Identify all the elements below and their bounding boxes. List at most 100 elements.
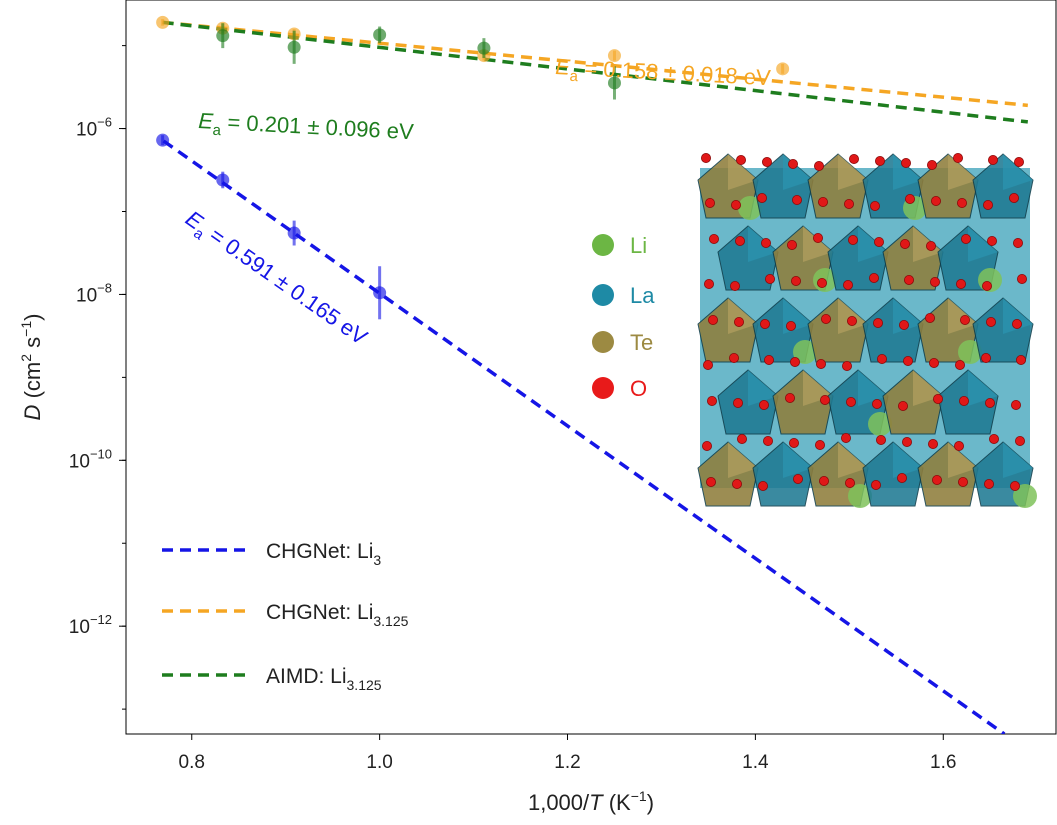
x-axis-ticks: 0.8 1.0 1.2 1.4 1.6: [179, 734, 956, 773]
polyhedron-facet: [783, 442, 813, 478]
o-atom: [904, 274, 915, 285]
o-atom: [956, 278, 967, 289]
o-atom: [929, 357, 940, 368]
o-atom: [900, 238, 911, 249]
li-site: [738, 196, 762, 220]
o-atom: [734, 316, 745, 327]
o-atom: [869, 272, 880, 283]
o-atom: [845, 477, 856, 488]
data-point: [776, 62, 790, 76]
o-atom: [928, 438, 939, 449]
o-atom: [982, 280, 993, 291]
polyhedron-facet: [728, 154, 758, 190]
o-atom: [787, 239, 798, 250]
o-atom: [1017, 273, 1028, 284]
o-atom: [731, 199, 742, 210]
polyhedron-facet: [838, 298, 868, 334]
o-atom: [955, 359, 966, 370]
data-point: [156, 133, 170, 147]
o-atom: [705, 197, 716, 208]
fit-lines: [162, 20, 1029, 734]
y-tick-label: 10−8: [76, 280, 112, 306]
o-atom: [953, 152, 964, 163]
element-label-te: Te: [630, 330, 653, 355]
data-point: [607, 49, 621, 63]
o-atom: [927, 159, 938, 170]
o-atom: [981, 352, 992, 363]
o-atom: [987, 235, 998, 246]
o-atom: [926, 240, 937, 251]
polyhedron-facet: [1003, 298, 1033, 334]
x-tick-label: 1.6: [930, 752, 956, 773]
y-tick-label: 10−12: [69, 612, 112, 638]
o-atom: [874, 236, 885, 247]
o-atom: [1009, 192, 1020, 203]
o-atom: [729, 352, 740, 363]
data-point: [477, 41, 491, 55]
data-point: [373, 286, 387, 300]
o-atom: [877, 353, 888, 364]
o-atom: [704, 278, 715, 289]
o-atom: [815, 439, 826, 450]
x-tick-label: 1.2: [554, 752, 580, 773]
li-site: [1013, 484, 1037, 508]
o-atom: [821, 313, 832, 324]
o-atom: [730, 280, 741, 291]
o-atom: [762, 156, 773, 167]
o-atom: [872, 398, 883, 409]
polyhedron-facet: [893, 154, 923, 190]
legend-label-chgnet-li3: CHGNet: Li3: [266, 540, 381, 568]
o-atom: [958, 476, 969, 487]
o-atom: [986, 316, 997, 327]
o-atom: [793, 473, 804, 484]
o-atom: [757, 192, 768, 203]
o-atom: [818, 196, 829, 207]
o-atom: [792, 194, 803, 205]
o-atom: [816, 358, 827, 369]
o-atom: [898, 400, 909, 411]
fit-line: [162, 20, 1028, 108]
o-atom: [876, 434, 887, 445]
element-swatch-te: [592, 331, 614, 353]
o-atom: [765, 273, 776, 284]
o-atom: [983, 199, 994, 210]
o-atom: [788, 158, 799, 169]
polyhedron-facet: [948, 442, 978, 478]
o-atom: [819, 475, 830, 486]
data-point: [216, 29, 230, 43]
o-atom: [954, 440, 965, 451]
o-atom: [901, 157, 912, 168]
polyhedron-facet: [838, 154, 868, 190]
o-atom: [960, 314, 971, 325]
li-site: [793, 340, 817, 364]
o-atom: [737, 433, 748, 444]
data-point: [287, 226, 301, 240]
y-tick-label: 10−6: [76, 115, 112, 141]
data-point: [216, 173, 230, 187]
o-atom: [703, 359, 714, 370]
polyhedron-facet: [893, 442, 923, 478]
o-atom: [905, 193, 916, 204]
o-atom: [843, 279, 854, 290]
li-site: [848, 484, 872, 508]
data-point: [607, 76, 621, 90]
polyhedron-facet: [748, 370, 778, 406]
element-label-o: O: [630, 376, 647, 401]
o-atom: [933, 393, 944, 404]
o-atom: [848, 234, 859, 245]
o-atom: [735, 235, 746, 246]
o-atom: [841, 432, 852, 443]
o-atom: [1010, 480, 1021, 491]
o-atom: [873, 317, 884, 328]
o-atom: [844, 198, 855, 209]
o-atom: [1016, 354, 1027, 365]
y-tick-base: 10: [69, 451, 90, 472]
o-atom: [1013, 237, 1024, 248]
o-atom: [1012, 318, 1023, 329]
polyhedron-facet: [1003, 154, 1033, 190]
o-atom: [814, 160, 825, 171]
fit-line: [162, 20, 1029, 124]
o-atom: [930, 276, 941, 287]
o-atom: [849, 153, 860, 164]
o-atom: [708, 314, 719, 325]
